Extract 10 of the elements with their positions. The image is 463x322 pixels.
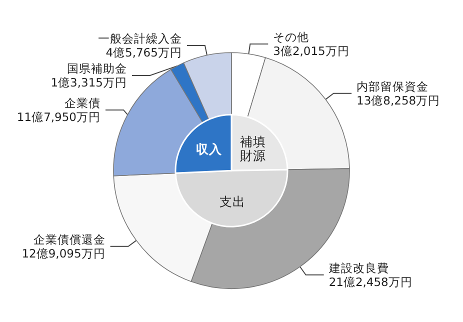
slice-label: その他 3億2,015万円 [273, 30, 350, 58]
slice-label: 企業債 11億7,950万円 [16, 96, 100, 124]
slice-label: 一般会計繰入金 4億5,765万円 [98, 31, 182, 60]
slice-label: 企業債償還金 12億9,095万円 [22, 232, 106, 260]
slice-label: 建設改良費 21億2,458万円 [328, 260, 412, 289]
slice-label: 収入 [196, 142, 224, 157]
slice-label: 支出 [219, 194, 246, 210]
slice-label: 国県補助金 1億3,315万円 [50, 61, 127, 90]
slice-label: 内部留保資金 13億8,258万円 [356, 79, 440, 108]
slice-label: 補填財源 [240, 134, 266, 164]
